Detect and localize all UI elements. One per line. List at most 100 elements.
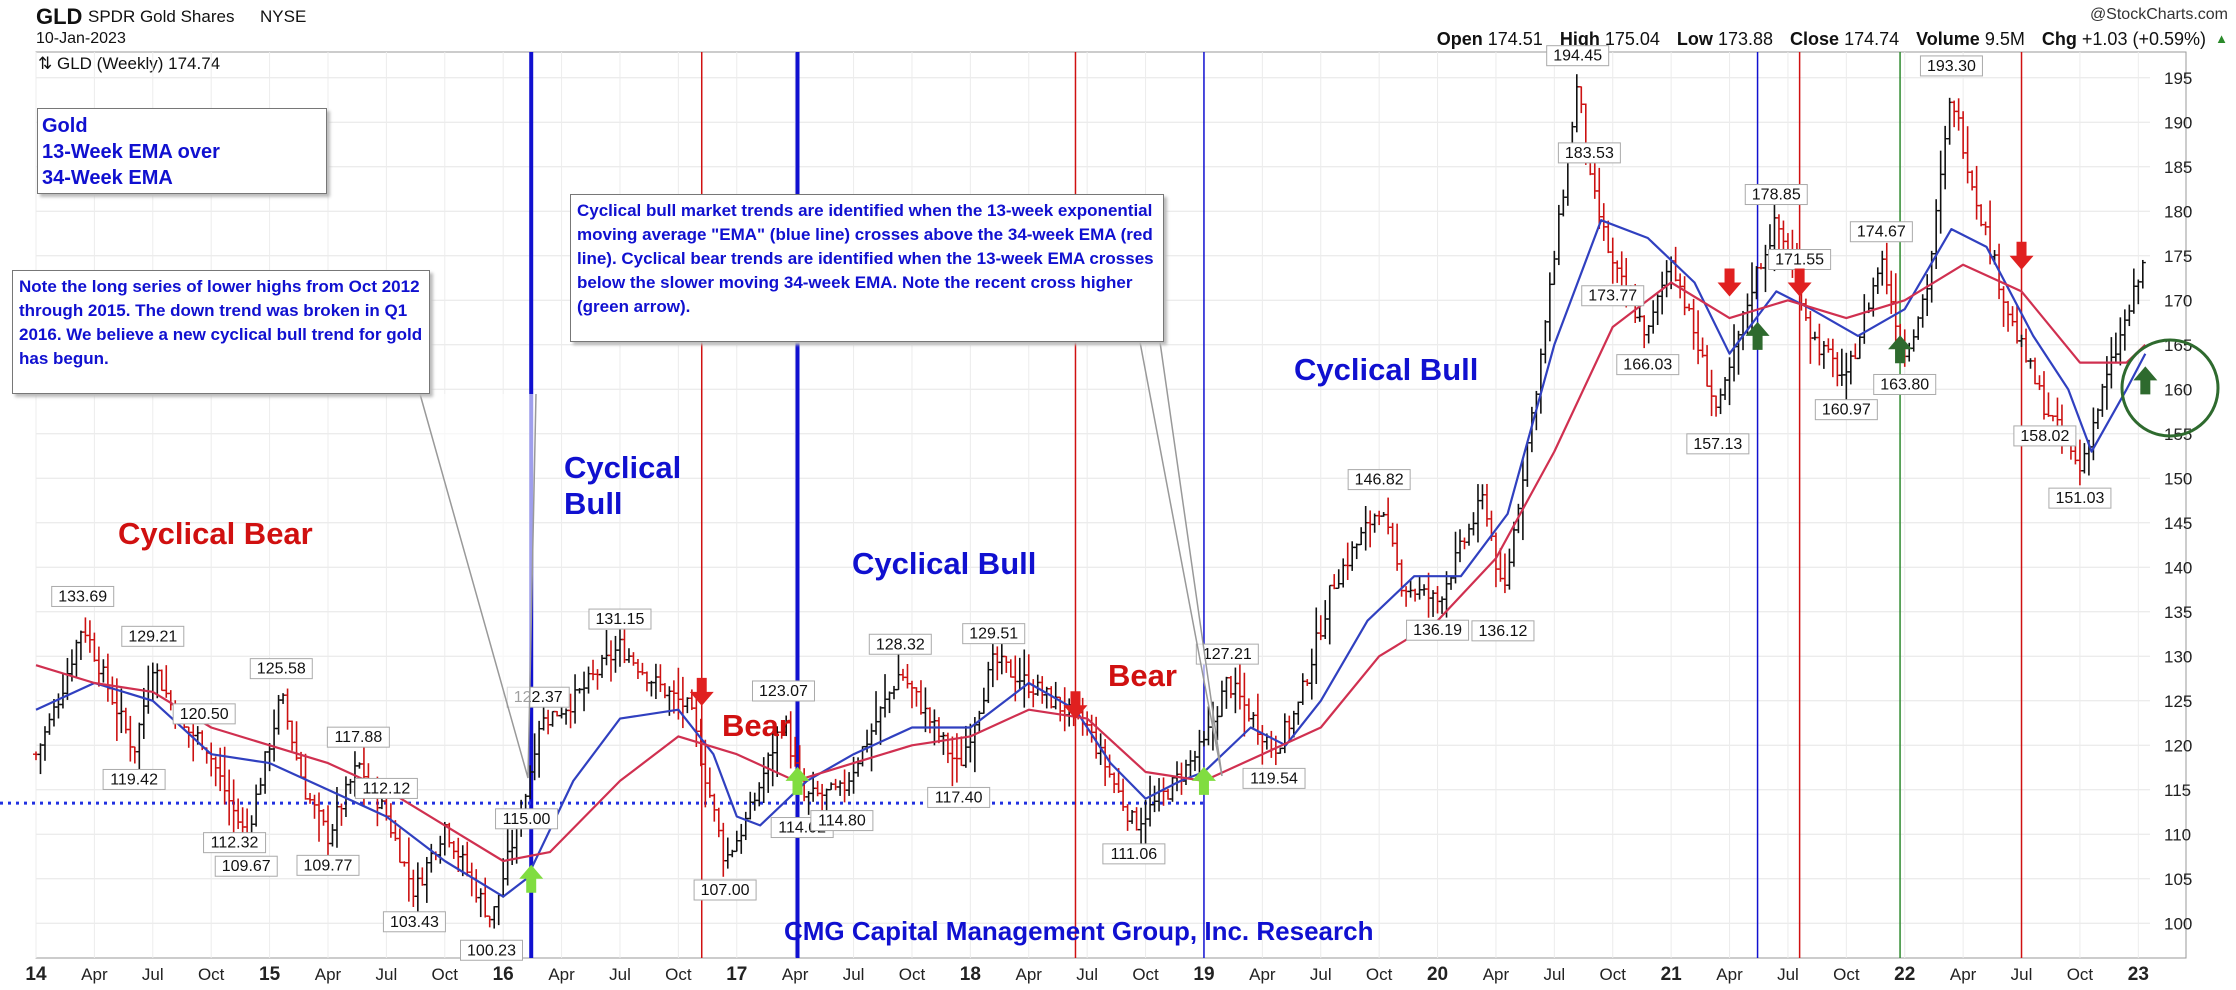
price-label: 112.12: [363, 780, 411, 797]
price-bars: [33, 74, 2146, 929]
price-label-box: [460, 939, 524, 961]
down-arrow-icon: [1717, 268, 1742, 297]
y-tick-label: 145: [2164, 514, 2192, 533]
up-arrow-icon: [1191, 766, 1216, 795]
cyclical-trend-note: Cyclical bull market trends are identifi…: [570, 194, 1164, 342]
up-arrow-icon: [519, 864, 544, 893]
x-tick-label: Oct: [198, 965, 225, 984]
x-tick-label: 21: [1661, 964, 1683, 985]
high-value: 175.04: [1604, 29, 1660, 49]
x-tick-label: Oct: [1366, 965, 1393, 984]
price-label-box: [354, 777, 418, 799]
price-label: 136.19: [1413, 622, 1462, 639]
up-arrow-icon: [1888, 335, 1913, 364]
y-tick-label: 185: [2164, 158, 2192, 177]
x-tick-label: Jul: [1310, 965, 1332, 984]
price-label: 123.07: [759, 683, 808, 700]
price-label: 173.77: [1588, 288, 1637, 305]
price-label-box: [927, 786, 991, 808]
price-label: 117.40: [935, 789, 983, 806]
price-label: 174.67: [1857, 224, 1906, 241]
signal-arrows: [519, 241, 2158, 893]
exchange-name: NYSE: [260, 7, 307, 26]
open-value: 174.51: [1487, 29, 1543, 49]
volume-value: 9.5M: [1984, 29, 2025, 49]
x-tick-label: Jul: [1543, 965, 1565, 984]
price-label-box: [102, 768, 166, 790]
price-label-box: [296, 854, 360, 876]
y-tick-label: 190: [2164, 113, 2192, 132]
y-tick-label: 115: [2164, 781, 2191, 800]
x-tick-label: Oct: [2067, 965, 2094, 984]
x-tick-label: Jul: [1076, 965, 1098, 984]
x-tick-label: 20: [1427, 964, 1448, 985]
price-label: 158.02: [2020, 428, 2069, 445]
price-label-box: [962, 623, 1026, 645]
price-label: 103.43: [390, 914, 439, 931]
x-tick-label: 17: [726, 964, 747, 985]
price-label: 128.32: [876, 636, 925, 653]
x-tick-label: Jul: [609, 965, 631, 984]
ticker-symbol: GLD: [36, 4, 83, 29]
price-label-box: [495, 808, 559, 830]
y-tick-label: 150: [2164, 469, 2192, 488]
x-tick-label: 14: [25, 964, 47, 985]
price-label: 115.00: [503, 811, 551, 828]
bull-pointer: [1139, 341, 1223, 777]
price-label-box: [382, 911, 446, 933]
x-tick-label: 23: [2128, 964, 2149, 985]
price-label-box: [1919, 55, 1983, 77]
price-label: 146.82: [1355, 472, 1404, 489]
lower-highs-note: Note the long series of lower highs from…: [12, 270, 430, 394]
down-arrow-icon: [1787, 268, 1812, 297]
price-label: 178.85: [1752, 187, 1801, 204]
price-label-box: [121, 625, 185, 647]
up-arrow-icon: [785, 766, 810, 795]
price-label: 117.88: [334, 729, 382, 746]
price-label-box: [1406, 619, 1470, 641]
price-label-box: [1616, 354, 1680, 376]
price-labels: 133.69 119.42 129.21 120.50 112.32 109.67 125.…: [51, 45, 2112, 961]
ema13-line: [35, 219, 2147, 898]
x-tick-label: 19: [1193, 964, 1214, 985]
x-tick-label: Apr: [1716, 965, 1743, 984]
price-label-box: [1744, 184, 1808, 206]
price-label-box: [1102, 843, 1166, 865]
price-label: 166.03: [1623, 357, 1672, 374]
x-tick-label: Apr: [1016, 965, 1043, 984]
x-tick-label: Apr: [782, 965, 809, 984]
y-axis: 1001051101151201251301351401451501551601…: [2164, 69, 2192, 933]
phase-bear-2018: Bear: [1108, 658, 1177, 693]
price-label-box: [693, 879, 757, 901]
price-label: 127.21: [1203, 646, 1252, 663]
y-tick-label: 125: [2164, 692, 2192, 711]
phase-cyclical-bull-2017: Cyclical Bull: [852, 546, 1037, 581]
x-tick-label: Apr: [1483, 965, 1510, 984]
y-tick-label: 135: [2164, 603, 2192, 622]
legend-text: GLD (Weekly) 174.74: [56, 54, 221, 73]
high-label: High: [1559, 29, 1600, 49]
price-label-box: [1557, 142, 1621, 164]
volume-label: Volume: [1916, 29, 1980, 49]
price-label: 129.21: [128, 628, 177, 645]
price-label-box: [51, 585, 115, 607]
research-footer: CMG Capital Management Group, Inc. Resea…: [784, 916, 1374, 946]
x-tick-label: 18: [960, 964, 981, 985]
price-label: 133.69: [58, 588, 107, 605]
x-tick-label: Apr: [1950, 965, 1977, 984]
price-label-box: [2048, 487, 2112, 509]
series-legend: ⇅ GLD (Weekly) 174.74: [38, 54, 220, 74]
x-tick-label: 15: [259, 964, 281, 985]
copyright-text: @StockCharts.com: [2089, 6, 2228, 23]
price-label-box: [751, 680, 815, 702]
price-label: 114.80: [818, 813, 866, 830]
y-tick-label: 140: [2164, 558, 2192, 577]
down-arrow-icon: [1063, 691, 1088, 720]
up-arrow-icon: [1745, 321, 1770, 350]
down-arrow-icon: [2009, 241, 2034, 270]
x-tick-label: Oct: [432, 965, 459, 984]
x-tick-label: Jul: [2011, 965, 2033, 984]
gold-box-line-1: Gold: [42, 115, 88, 137]
price-label: 129.51: [969, 626, 1018, 643]
